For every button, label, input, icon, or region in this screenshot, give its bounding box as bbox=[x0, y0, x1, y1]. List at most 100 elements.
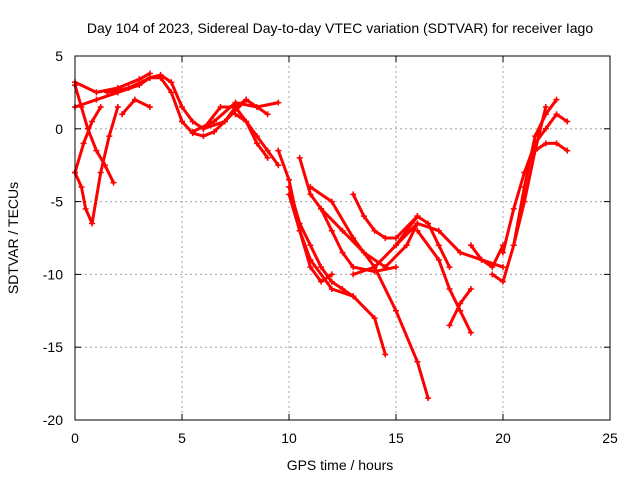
data-point bbox=[157, 71, 164, 78]
data-point bbox=[82, 205, 89, 212]
data-point bbox=[393, 235, 399, 241]
y-tick-label: 5 bbox=[55, 48, 63, 64]
data-point bbox=[328, 271, 335, 278]
data-point bbox=[328, 227, 335, 234]
data-point bbox=[221, 118, 228, 125]
data-point bbox=[532, 133, 539, 140]
data-point bbox=[328, 278, 335, 285]
data-point bbox=[360, 213, 367, 220]
data-point bbox=[189, 128, 196, 135]
y-tick-label: -15 bbox=[43, 339, 63, 355]
data-point bbox=[371, 315, 378, 322]
data-point bbox=[253, 103, 260, 110]
series-arc-6 bbox=[120, 98, 152, 116]
series-arc-2 bbox=[73, 105, 120, 225]
data-point bbox=[232, 111, 239, 118]
x-axis-label: GPS time / hours bbox=[287, 457, 394, 473]
data-point bbox=[350, 191, 357, 198]
x-tick-label: 5 bbox=[178, 430, 186, 446]
data-point bbox=[478, 256, 485, 263]
data-point bbox=[89, 220, 96, 227]
data-point bbox=[200, 125, 207, 132]
data-point bbox=[446, 264, 453, 271]
data-point bbox=[467, 329, 474, 336]
data-point bbox=[339, 227, 346, 234]
data-point bbox=[542, 140, 549, 147]
data-point bbox=[393, 264, 399, 271]
series-arc-7 bbox=[105, 73, 248, 131]
data-point bbox=[318, 205, 325, 212]
series-arc-17 bbox=[319, 207, 419, 269]
data-point bbox=[307, 264, 314, 271]
data-point bbox=[414, 213, 421, 220]
data-point bbox=[425, 220, 432, 227]
data-point bbox=[435, 256, 442, 263]
data-point bbox=[521, 169, 528, 176]
data-point bbox=[296, 154, 303, 161]
series-arc-11 bbox=[234, 112, 280, 167]
data-point bbox=[168, 79, 175, 86]
data-point bbox=[371, 264, 378, 271]
data-point bbox=[264, 154, 271, 161]
data-point bbox=[211, 118, 218, 125]
series-arc-23 bbox=[469, 243, 505, 269]
data-point bbox=[275, 162, 282, 169]
data-point bbox=[307, 242, 314, 249]
data-point bbox=[264, 147, 271, 154]
data-point bbox=[106, 133, 113, 140]
data-point bbox=[318, 264, 325, 271]
grid bbox=[75, 56, 610, 420]
y-tick-label: -5 bbox=[51, 194, 64, 210]
data-point bbox=[510, 205, 517, 212]
data-point bbox=[510, 242, 517, 249]
data-point bbox=[253, 133, 260, 140]
series-arc-12 bbox=[276, 149, 387, 356]
data-point bbox=[275, 147, 282, 154]
data-point bbox=[500, 264, 506, 271]
series-arc-18 bbox=[351, 192, 419, 240]
data-point bbox=[532, 147, 539, 154]
data-point bbox=[521, 198, 528, 205]
series-arc-15 bbox=[298, 156, 398, 273]
y-tick-label: -20 bbox=[43, 412, 63, 428]
data-point bbox=[467, 285, 474, 292]
data-point bbox=[131, 96, 138, 103]
data-point bbox=[350, 271, 357, 278]
data-point bbox=[89, 118, 96, 125]
data-point bbox=[286, 184, 292, 191]
data-point bbox=[467, 242, 474, 249]
data-point bbox=[189, 118, 196, 125]
series-arc-16 bbox=[308, 185, 430, 400]
y-axis-label: SDTVAR / TECUs bbox=[5, 182, 21, 294]
data-point bbox=[97, 169, 104, 176]
x-tick-label: 10 bbox=[281, 430, 297, 446]
data-point bbox=[425, 395, 432, 402]
data-point bbox=[446, 322, 453, 329]
data-point bbox=[446, 285, 453, 292]
data-point bbox=[80, 140, 87, 147]
data-point bbox=[296, 227, 303, 234]
data-point bbox=[119, 111, 126, 118]
data-point bbox=[264, 111, 271, 118]
data-point bbox=[403, 242, 410, 249]
data-point bbox=[275, 99, 282, 106]
data-point bbox=[328, 198, 335, 205]
data-point bbox=[393, 307, 399, 314]
data-point bbox=[564, 118, 571, 125]
data-point bbox=[217, 103, 224, 110]
data-point bbox=[542, 125, 549, 132]
data-point bbox=[339, 285, 346, 292]
x-tick-label: 20 bbox=[495, 430, 511, 446]
series-arc-3 bbox=[73, 105, 103, 174]
data-point bbox=[339, 249, 346, 256]
data-point bbox=[500, 249, 506, 256]
data-point bbox=[414, 227, 421, 234]
data-point bbox=[168, 89, 175, 96]
series-arc-26 bbox=[512, 105, 548, 247]
data-point bbox=[328, 285, 335, 292]
data-point bbox=[114, 103, 121, 110]
data-point bbox=[179, 103, 185, 110]
plot-frame bbox=[74, 55, 611, 421]
axis-ticks: 0 5 10 15 20 25 5 0 -5 -10 -15 -20 bbox=[43, 48, 618, 446]
